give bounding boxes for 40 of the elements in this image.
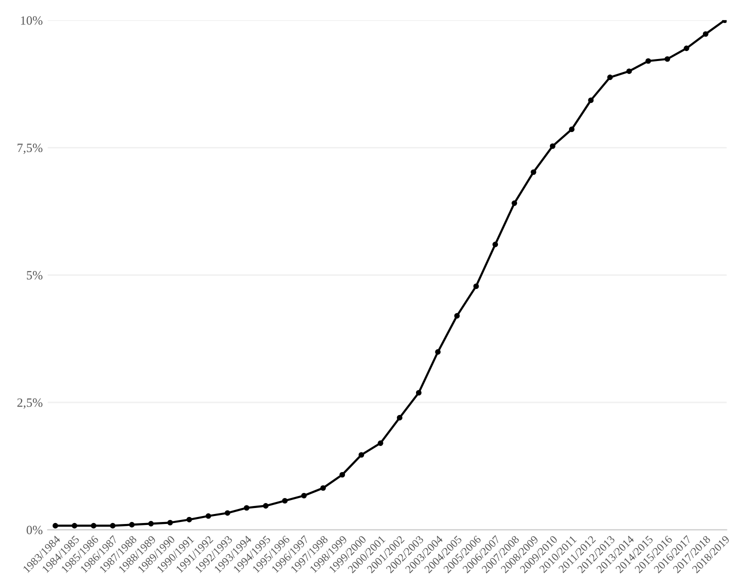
point bbox=[435, 349, 441, 355]
y-tick-label: 7,5% bbox=[18, 144, 42, 154]
point bbox=[167, 520, 173, 526]
point bbox=[301, 492, 307, 498]
point bbox=[454, 313, 460, 319]
point bbox=[416, 390, 422, 396]
point bbox=[492, 242, 498, 248]
point bbox=[129, 522, 135, 528]
y-tick-label: 2,5% bbox=[17, 398, 42, 409]
point bbox=[607, 74, 613, 80]
point bbox=[358, 452, 364, 458]
point bbox=[664, 56, 670, 62]
point bbox=[72, 522, 78, 528]
point bbox=[244, 505, 250, 511]
point bbox=[262, 503, 269, 509]
point bbox=[396, 414, 402, 420]
point bbox=[645, 58, 652, 64]
point bbox=[702, 31, 708, 37]
y-tick-label: 5% bbox=[26, 271, 42, 280]
point bbox=[568, 126, 575, 132]
point bbox=[148, 520, 154, 526]
point bbox=[224, 510, 230, 516]
y-tick-label: 0% bbox=[26, 526, 42, 534]
point bbox=[52, 522, 58, 528]
point bbox=[110, 522, 116, 528]
point bbox=[186, 516, 192, 522]
y-tick-label: 10% bbox=[21, 16, 42, 25]
point bbox=[339, 472, 346, 478]
point bbox=[588, 97, 594, 104]
point bbox=[473, 283, 479, 290]
point bbox=[512, 200, 518, 206]
point bbox=[550, 143, 556, 149]
point bbox=[320, 485, 326, 491]
point bbox=[206, 513, 212, 519]
point bbox=[530, 169, 536, 175]
point bbox=[378, 440, 384, 446]
point bbox=[282, 498, 288, 504]
point bbox=[90, 522, 96, 528]
point bbox=[626, 68, 632, 74]
point bbox=[684, 46, 690, 52]
